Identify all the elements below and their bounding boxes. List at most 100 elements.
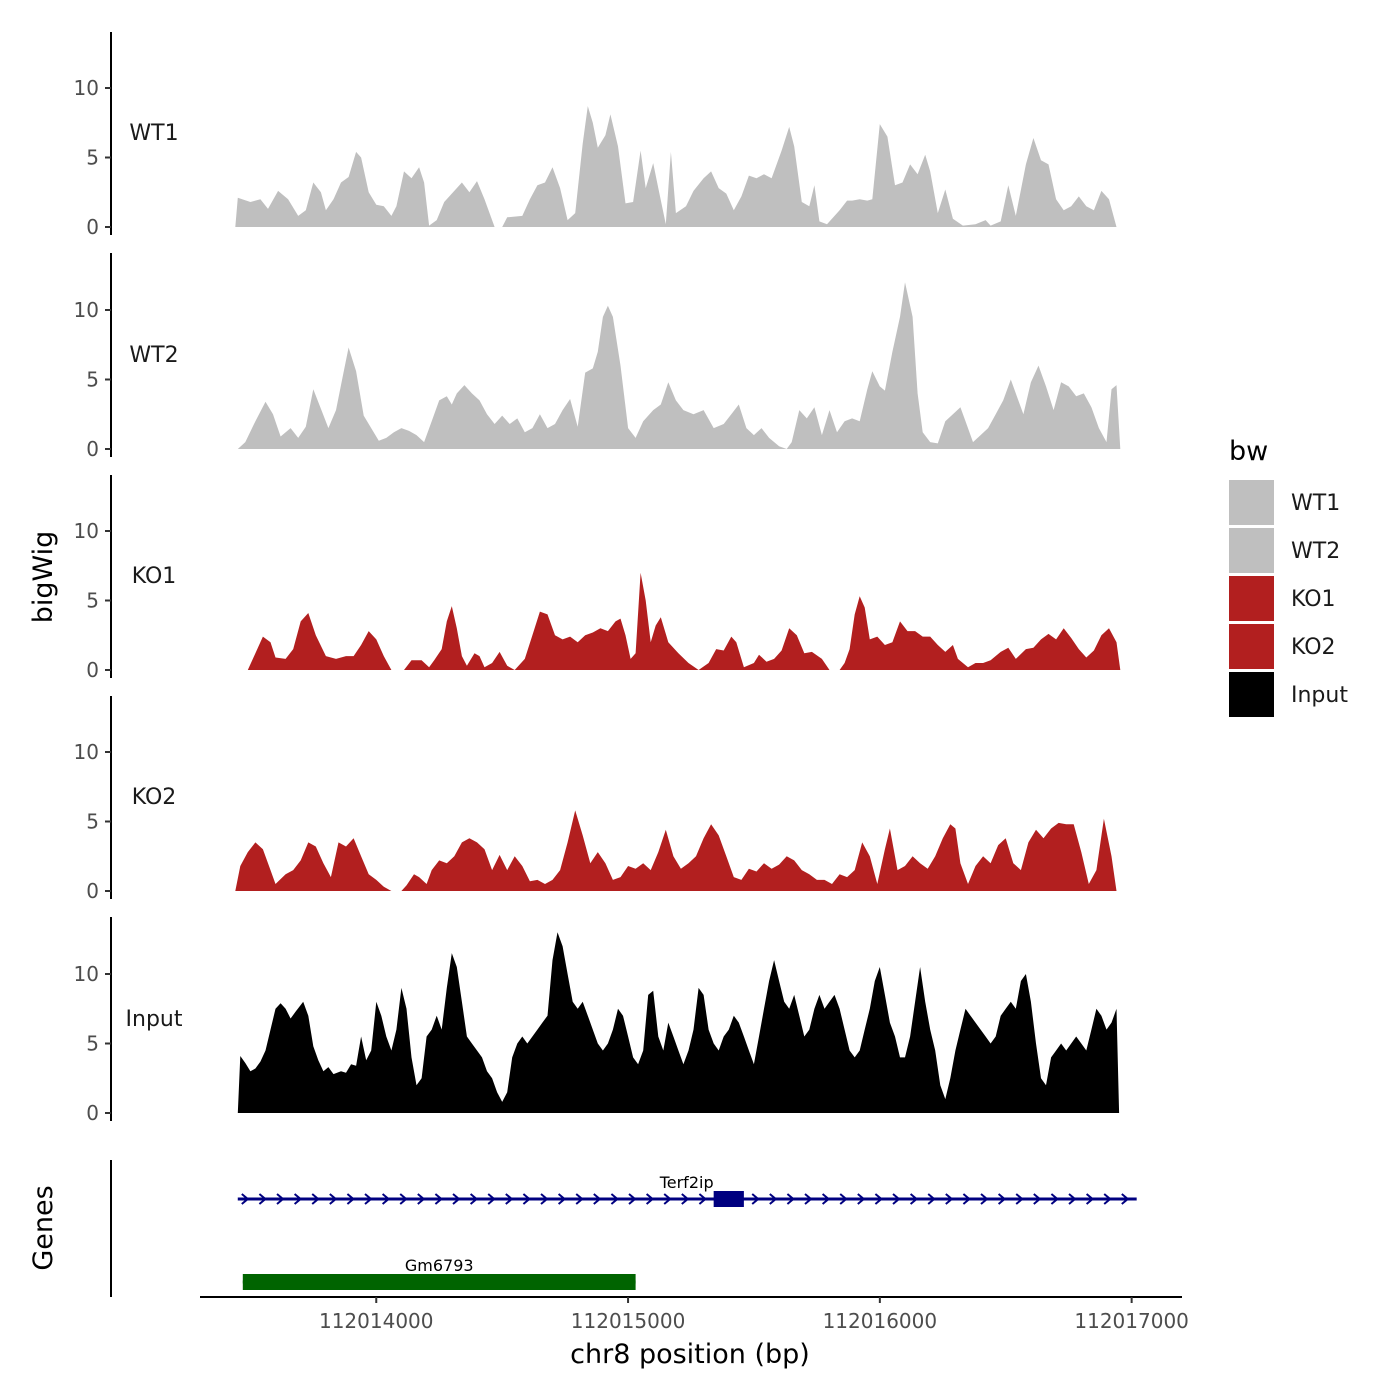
y-tick-label: 0 (86, 437, 99, 461)
strand-arrow-icon (417, 1193, 426, 1205)
track-wt2: 0 5 10 WT2 (74, 253, 1121, 461)
strand-arrow-icon (381, 1193, 391, 1205)
x-axis: 112014000 112015000 112016000 112017000 (200, 1296, 1189, 1333)
strand-arrow-icon (487, 1193, 496, 1205)
area-wt1 (235, 106, 1117, 227)
area-ko2 (235, 810, 1117, 891)
strand-arrow-icon (293, 1193, 303, 1205)
strand-arrow-icon (610, 1193, 619, 1205)
legend-swatch-ko1 (1229, 576, 1274, 621)
strand-arrow-icon (945, 1193, 954, 1205)
strand-arrow-icon (399, 1193, 408, 1205)
legend-swatch-ko2 (1229, 624, 1274, 669)
x-tick-label: 112015000 (571, 1309, 686, 1333)
strand-arrow-icon (681, 1193, 690, 1205)
strand-arrow-icon (628, 1193, 637, 1205)
legend: bw WT1 WT2 KO1 KO2 Input (1229, 436, 1348, 717)
exon-block (242, 1274, 636, 1290)
gene-terf2ip: Terf2ip (237, 1173, 1137, 1207)
y-tick-label: 5 (86, 810, 99, 834)
strand-arrow-icon (751, 1193, 760, 1205)
strand-arrow-icon (663, 1193, 672, 1205)
strand-arrow-icon (452, 1193, 461, 1205)
strand-arrow-icon (469, 1193, 479, 1205)
track-wt1: 0 5 10 WT1 (74, 32, 1117, 239)
strand-arrow-icon (557, 1193, 567, 1205)
strand-arrow-icon (857, 1193, 866, 1205)
strand-arrow-icon (892, 1193, 901, 1205)
strand-arrow-icon (821, 1193, 831, 1205)
strand-arrow-icon (575, 1193, 584, 1205)
strand-arrow-icon (804, 1193, 813, 1205)
legend-swatch-input (1229, 672, 1274, 717)
strand-arrow-icon (1015, 1193, 1024, 1205)
y-tick-label: 10 (74, 962, 99, 986)
x-tick-label: 112017000 (1074, 1309, 1189, 1333)
gene-label-terf2ip: Terf2ip (659, 1173, 714, 1192)
legend-swatch-wt1 (1229, 480, 1274, 525)
gene-gm6793: Gm6793 (242, 1256, 636, 1290)
y-tick-label: 5 (86, 589, 99, 613)
track-label-wt2: WT2 (129, 343, 178, 368)
gene-track: Terf2ip Gm6793 (110, 1160, 1137, 1297)
y-axis-title: bigWig (28, 531, 59, 624)
strand-arrow-icon (276, 1193, 285, 1205)
y-tick-label: 5 (86, 1032, 99, 1056)
legend-swatch-wt2 (1229, 528, 1274, 573)
y-tick-label: 0 (86, 879, 99, 903)
bigwig-tracks: 0 5 10 WT1 0 5 10 WT2 0 5 10 KO1 0 5 10 KO2 0 5 10 Input (74, 32, 1121, 1125)
legend-label-ko2: KO2 (1291, 635, 1336, 660)
y-tick-label: 0 (86, 658, 99, 682)
area-input (237, 932, 1120, 1113)
strand-arrow-icon (522, 1193, 531, 1205)
strand-arrow-icon (241, 1193, 250, 1205)
y-tick-label: 10 (74, 740, 99, 764)
y-tick-label: 5 (86, 368, 99, 392)
strand-arrow-icon (927, 1193, 936, 1205)
strand-arrow-icon (346, 1193, 355, 1205)
gene-label-gm6793: Gm6793 (405, 1256, 474, 1275)
strand-arrow-icon (769, 1193, 778, 1205)
x-axis-title: chr8 position (bp) (570, 1339, 810, 1370)
strand-arrow-icon (1050, 1193, 1059, 1205)
legend-label-wt2: WT2 (1291, 539, 1340, 564)
strand-arrow-icon (540, 1193, 549, 1205)
strand-arrow-icon (997, 1193, 1007, 1205)
area-ko1 (247, 572, 1121, 670)
strand-arrow-icon (364, 1193, 373, 1205)
strand-arrow-icon (1121, 1193, 1130, 1205)
y-tick-label: 10 (74, 76, 99, 100)
strand-arrow-icon (1085, 1193, 1095, 1205)
genes-axis-title: Genes (28, 1185, 59, 1270)
legend-title: bw (1229, 436, 1268, 467)
strand-arrow-icon (1103, 1193, 1112, 1205)
strand-arrow-icon (786, 1193, 795, 1205)
legend-label-ko1: KO1 (1291, 587, 1336, 612)
y-tick-label: 10 (74, 298, 99, 322)
strand-arrow-icon (645, 1193, 655, 1205)
area-wt2 (237, 282, 1121, 449)
strand-arrow-icon (1068, 1193, 1077, 1205)
strand-arrow-icon (909, 1193, 919, 1205)
strand-arrow-icon (434, 1193, 443, 1205)
track-ko2: 0 5 10 KO2 (74, 696, 1117, 903)
strand-arrow-icon (980, 1193, 989, 1205)
x-tick-label: 112014000 (319, 1309, 434, 1333)
x-tick-label: 112016000 (823, 1309, 938, 1333)
track-ko1: 0 5 10 KO1 (74, 475, 1121, 682)
strand-arrow-icon (698, 1193, 707, 1205)
strand-arrow-icon (311, 1193, 320, 1205)
strand-arrow-icon (258, 1193, 267, 1205)
track-label-ko1: KO1 (132, 564, 177, 589)
strand-arrow-icon (962, 1193, 971, 1205)
y-tick-label: 0 (86, 1101, 99, 1125)
strand-arrow-icon (874, 1193, 883, 1205)
track-label-wt1: WT1 (129, 121, 178, 146)
y-tick-label: 5 (86, 146, 99, 170)
track-label-ko2: KO2 (132, 785, 177, 810)
exon-block (713, 1191, 744, 1207)
legend-label-input: Input (1291, 683, 1348, 708)
y-tick-label: 0 (86, 215, 99, 239)
strand-arrow-icon (839, 1193, 848, 1205)
